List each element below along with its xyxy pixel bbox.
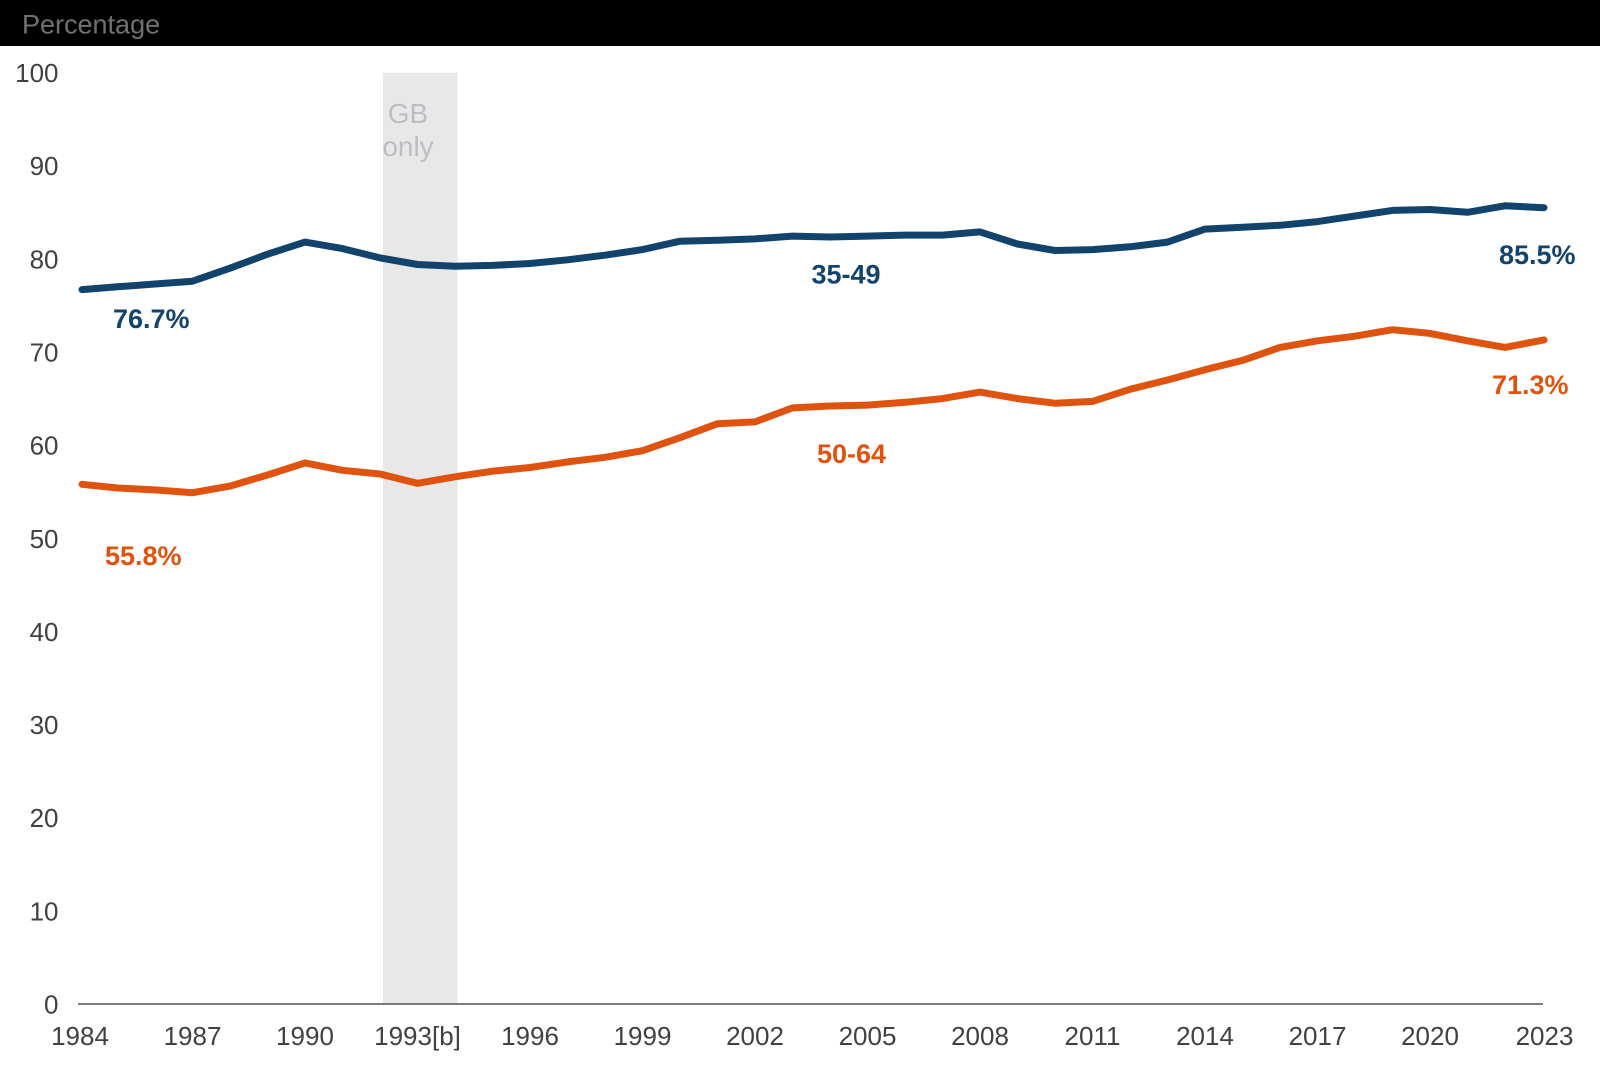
svg-text:85.5%: 85.5% (1499, 240, 1576, 270)
svg-text:10: 10 (30, 896, 59, 926)
svg-text:1993[b]: 1993[b] (374, 1021, 461, 1051)
svg-text:2005: 2005 (839, 1021, 897, 1051)
svg-text:1987: 1987 (164, 1021, 222, 1051)
svg-text:2014: 2014 (1176, 1021, 1234, 1051)
svg-text:50: 50 (30, 524, 59, 554)
svg-text:80: 80 (30, 244, 59, 274)
svg-text:35-49: 35-49 (812, 260, 881, 290)
svg-text:only: only (382, 131, 433, 162)
svg-text:0: 0 (44, 990, 58, 1020)
svg-text:70: 70 (30, 338, 59, 368)
svg-text:20: 20 (30, 803, 59, 833)
svg-text:40: 40 (30, 617, 59, 647)
svg-text:Percentage: Percentage (22, 10, 160, 40)
svg-text:GB: GB (388, 98, 428, 129)
svg-text:30: 30 (30, 710, 59, 740)
svg-text:2017: 2017 (1289, 1021, 1347, 1051)
svg-text:1990: 1990 (276, 1021, 334, 1051)
svg-text:2008: 2008 (951, 1021, 1009, 1051)
svg-text:60: 60 (30, 431, 59, 461)
svg-text:2002: 2002 (726, 1021, 784, 1051)
svg-text:71.3%: 71.3% (1492, 370, 1569, 400)
svg-text:50-64: 50-64 (817, 439, 886, 469)
svg-text:1984: 1984 (51, 1021, 109, 1051)
svg-text:1999: 1999 (614, 1021, 672, 1051)
svg-text:2023: 2023 (1516, 1021, 1574, 1051)
svg-text:1996: 1996 (501, 1021, 559, 1051)
svg-text:100: 100 (15, 58, 58, 88)
svg-text:55.8%: 55.8% (105, 541, 182, 571)
svg-text:2011: 2011 (1065, 1021, 1121, 1051)
svg-text:90: 90 (30, 151, 59, 181)
svg-text:2020: 2020 (1401, 1021, 1459, 1051)
svg-text:76.7%: 76.7% (113, 304, 190, 334)
